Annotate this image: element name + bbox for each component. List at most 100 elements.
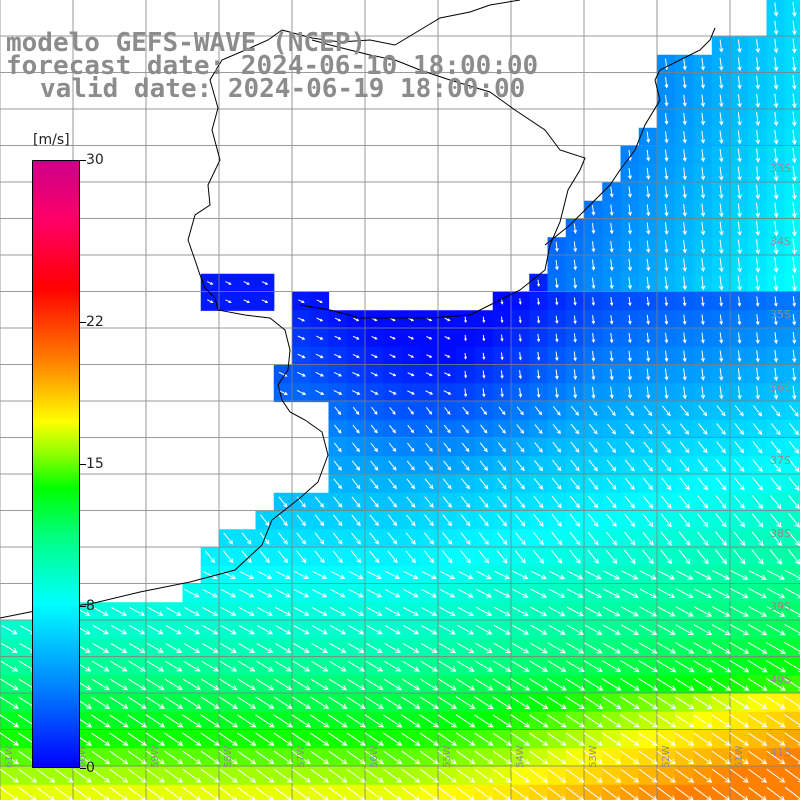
- wind-arrow: [206, 281, 214, 285]
- wind-arrow: [424, 496, 434, 508]
- wind-arrow: [609, 259, 614, 272]
- wind-cell: [730, 784, 749, 800]
- wind-arrow: [583, 678, 604, 691]
- coastline-brazil: [544, 27, 716, 246]
- wind-arrow: [791, 93, 797, 109]
- wind-arrow: [274, 660, 293, 672]
- wind-arrow: [314, 514, 325, 527]
- wind-arrow: [573, 333, 577, 343]
- wind-arrow: [638, 786, 658, 800]
- wind-arrow: [643, 405, 653, 417]
- wind-arrow: [456, 750, 476, 765]
- wind-arrow: [426, 317, 433, 322]
- wind-cell: [584, 784, 603, 800]
- wind-arrow: [682, 185, 687, 199]
- wind-arrow: [700, 149, 706, 163]
- wind-arrow: [682, 203, 687, 217]
- wind-arrow: [696, 549, 709, 565]
- wind-arrow: [443, 460, 452, 471]
- latitude-label: 34S: [770, 235, 791, 248]
- wind-arrow: [474, 786, 493, 800]
- wind-arrow: [514, 550, 526, 564]
- wind-arrow: [329, 660, 347, 672]
- wind-arrow: [419, 750, 439, 765]
- wind-arrow: [602, 768, 622, 783]
- wind-arrow: [624, 477, 635, 491]
- longitude-label: 53W: [588, 745, 599, 768]
- wind-arrow: [766, 588, 786, 599]
- wind-arrow: [660, 495, 672, 509]
- wind-arrow: [334, 406, 342, 416]
- wind-arrow: [534, 442, 543, 453]
- wind-arrow: [548, 606, 566, 617]
- wind-arrow: [716, 405, 726, 417]
- wind-arrow: [36, 768, 56, 783]
- wind-arrow: [383, 696, 403, 709]
- longitude-label: 52W: [661, 745, 672, 768]
- wind-arrow: [737, 57, 742, 72]
- wind-arrow: [219, 786, 238, 800]
- wind-arrow: [370, 460, 379, 471]
- wind-arrow: [274, 642, 292, 653]
- wind-arrow: [492, 786, 512, 800]
- wind-arrow: [388, 460, 397, 471]
- wind-arrow: [443, 442, 452, 453]
- wind-arrow: [439, 606, 456, 616]
- wind-arrow: [292, 660, 311, 672]
- wind-arrow: [516, 406, 524, 416]
- wind-arrow: [145, 768, 165, 783]
- wind-arrow: [700, 112, 706, 126]
- wind-arrow: [109, 750, 129, 765]
- wind-arrow: [371, 335, 378, 340]
- wind-arrow: [656, 642, 677, 654]
- wind-arrow: [0, 660, 19, 672]
- wind-arrow: [315, 353, 324, 359]
- wind-arrow: [456, 768, 476, 783]
- wind-arrow: [128, 660, 147, 672]
- wind-arrow: [584, 588, 603, 598]
- wind-arrow: [573, 223, 578, 234]
- wind-arrow: [788, 458, 800, 473]
- wind-arrow: [421, 588, 438, 598]
- wind-arrow: [474, 678, 494, 691]
- wind-arrow: [591, 241, 596, 253]
- wind-cell: [36, 784, 56, 800]
- wind-arrow: [419, 714, 439, 728]
- wind-arrow: [591, 259, 596, 271]
- wind-arrow: [109, 732, 129, 746]
- wind-arrow: [624, 459, 635, 472]
- wind-arrow: [638, 696, 658, 710]
- colorbar-unit: [m/s]: [33, 132, 70, 148]
- wind-arrow: [718, 203, 724, 218]
- wind-arrow: [425, 372, 433, 377]
- wind-arrow: [715, 531, 727, 547]
- wind-arrow: [748, 570, 767, 580]
- wind-arrow: [273, 732, 293, 746]
- wind-arrow: [439, 588, 456, 598]
- wind-arrow: [609, 204, 614, 217]
- wind-arrow: [492, 660, 512, 672]
- wind-arrow: [766, 786, 785, 800]
- wind-arrow: [646, 149, 651, 162]
- wind-arrow: [419, 696, 439, 709]
- wind-arrow: [296, 389, 307, 395]
- wind-arrow: [277, 550, 289, 564]
- wind-arrow: [0, 732, 20, 746]
- wind-arrow: [755, 148, 761, 163]
- wind-arrow: [533, 459, 544, 472]
- wind-arrow: [675, 642, 695, 654]
- wind-arrow: [711, 606, 731, 617]
- wind-arrow: [729, 696, 750, 710]
- wind-arrow: [789, 404, 799, 417]
- wind-arrow: [719, 39, 724, 53]
- wind-arrow: [92, 624, 109, 635]
- wind-arrow: [639, 588, 658, 598]
- wind-arrow: [402, 660, 420, 672]
- wind-arrow: [588, 423, 598, 435]
- wind-arrow: [261, 281, 269, 285]
- wind-cell: [474, 784, 494, 800]
- wind-arrow: [333, 496, 343, 508]
- coastline: [0, 0, 521, 619]
- wind-arrow: [402, 606, 419, 616]
